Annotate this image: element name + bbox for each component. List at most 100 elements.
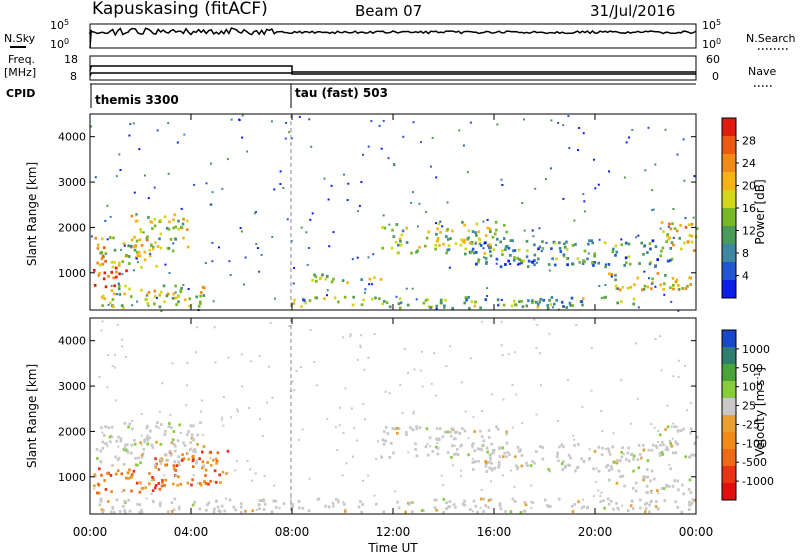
- echo-cell: [293, 298, 296, 302]
- echo-cell: [172, 218, 175, 222]
- echo-cell: [174, 225, 178, 229]
- echo-cell: [140, 266, 143, 269]
- echo-speck: [479, 506, 482, 509]
- echo-cell: [204, 474, 207, 477]
- echo-speck: [411, 428, 414, 431]
- echo-cell: [608, 272, 611, 276]
- echo-speck: [288, 131, 291, 134]
- echo-cell: [655, 446, 659, 450]
- echo-cell: [489, 498, 493, 501]
- y-tick-label: 1000: [58, 267, 86, 280]
- echo-cell: [132, 469, 136, 473]
- echo-cell: [298, 506, 301, 510]
- colorbar-swatch: [722, 432, 736, 450]
- echo-cell: [482, 497, 486, 501]
- echo-cell: [680, 510, 684, 514]
- echo-cell: [178, 423, 181, 427]
- echo-cell: [137, 250, 141, 254]
- echo-cell: [145, 436, 149, 440]
- echo-cell: [96, 247, 100, 250]
- echo-speck: [582, 132, 585, 135]
- echo-cell: [212, 458, 215, 462]
- echo-speck: [138, 148, 141, 151]
- echo-cell: [282, 502, 286, 505]
- echo-speck: [311, 212, 314, 215]
- time-x-axis: 00:00 04:00 08:00 12:00 16:00 20:00 00:00: [73, 114, 713, 539]
- echo-cell: [198, 482, 202, 485]
- echo-cell: [684, 455, 687, 459]
- echo-speck: [682, 138, 685, 141]
- echo-speck: [271, 396, 274, 399]
- echo-cell: [476, 511, 479, 514]
- echo-cell: [654, 245, 658, 249]
- echo-speck: [168, 272, 171, 274]
- echo-cell: [450, 427, 454, 431]
- echo-cell: [614, 273, 617, 277]
- echo-speck: [359, 346, 362, 349]
- echo-speck: [119, 169, 122, 171]
- echo-speck: [197, 482, 200, 485]
- echo-cell: [593, 252, 596, 256]
- echo-cell: [571, 244, 575, 247]
- echo-speck: [241, 136, 244, 139]
- echo-cell: [617, 469, 621, 473]
- echo-cell: [140, 508, 143, 512]
- echo-cell: [582, 505, 586, 508]
- echo-cell: [216, 451, 220, 455]
- echo-cell: [511, 497, 515, 501]
- echo-cell: [424, 298, 428, 302]
- echo-cell: [139, 227, 142, 231]
- echo-speck: [131, 420, 134, 422]
- echo-speck: [511, 384, 514, 386]
- echo-speck: [530, 484, 533, 487]
- colorbar-tick-label: -100: [742, 437, 767, 450]
- echo-cell: [190, 436, 194, 440]
- echo-cell: [221, 470, 225, 474]
- echo-speck: [560, 250, 562, 253]
- echo-cell: [571, 510, 575, 513]
- echo-speck: [147, 304, 150, 307]
- echo-cell: [124, 510, 127, 514]
- echo-speck: [323, 177, 326, 180]
- echo-cell: [615, 502, 618, 505]
- echo-speck: [573, 219, 576, 222]
- echo-cell: [642, 478, 645, 482]
- echo-speck: [495, 262, 498, 265]
- echo-speck: [106, 204, 109, 207]
- echo-cell: [143, 250, 147, 254]
- echo-cell: [111, 265, 115, 269]
- echo-cell: [498, 461, 501, 464]
- echo-cell: [474, 231, 477, 234]
- echo-cell: [489, 230, 492, 233]
- echo-speck: [239, 227, 242, 229]
- echo-cell: [526, 249, 529, 253]
- echo-cell: [146, 438, 150, 442]
- echo-cell: [397, 427, 401, 430]
- echo-cell: [163, 300, 166, 304]
- echo-cell: [630, 499, 634, 503]
- echo-cell: [593, 450, 597, 453]
- echo-speck: [583, 461, 585, 464]
- echo-speck: [344, 387, 347, 390]
- echo-cell: [191, 465, 195, 468]
- echo-cell: [688, 503, 691, 507]
- echo-cell: [650, 287, 653, 291]
- echo-cell: [492, 451, 495, 455]
- echo-speck: [516, 263, 519, 266]
- echo-cell: [646, 285, 650, 289]
- echo-speck: [101, 431, 104, 434]
- echo-cell: [624, 256, 628, 260]
- echo-cell: [567, 463, 570, 467]
- echo-cell: [93, 484, 96, 488]
- echo-cell: [649, 479, 652, 483]
- echo-cell: [337, 499, 340, 503]
- echo-cell: [146, 442, 149, 446]
- echo-speck: [612, 432, 615, 435]
- echo-cell: [145, 236, 148, 240]
- echo-speck: [689, 402, 692, 404]
- echo-speck: [121, 345, 123, 348]
- echo-cell: [251, 509, 254, 513]
- echo-cell: [99, 449, 103, 453]
- echo-cell: [471, 230, 475, 233]
- echo-cell: [644, 502, 647, 506]
